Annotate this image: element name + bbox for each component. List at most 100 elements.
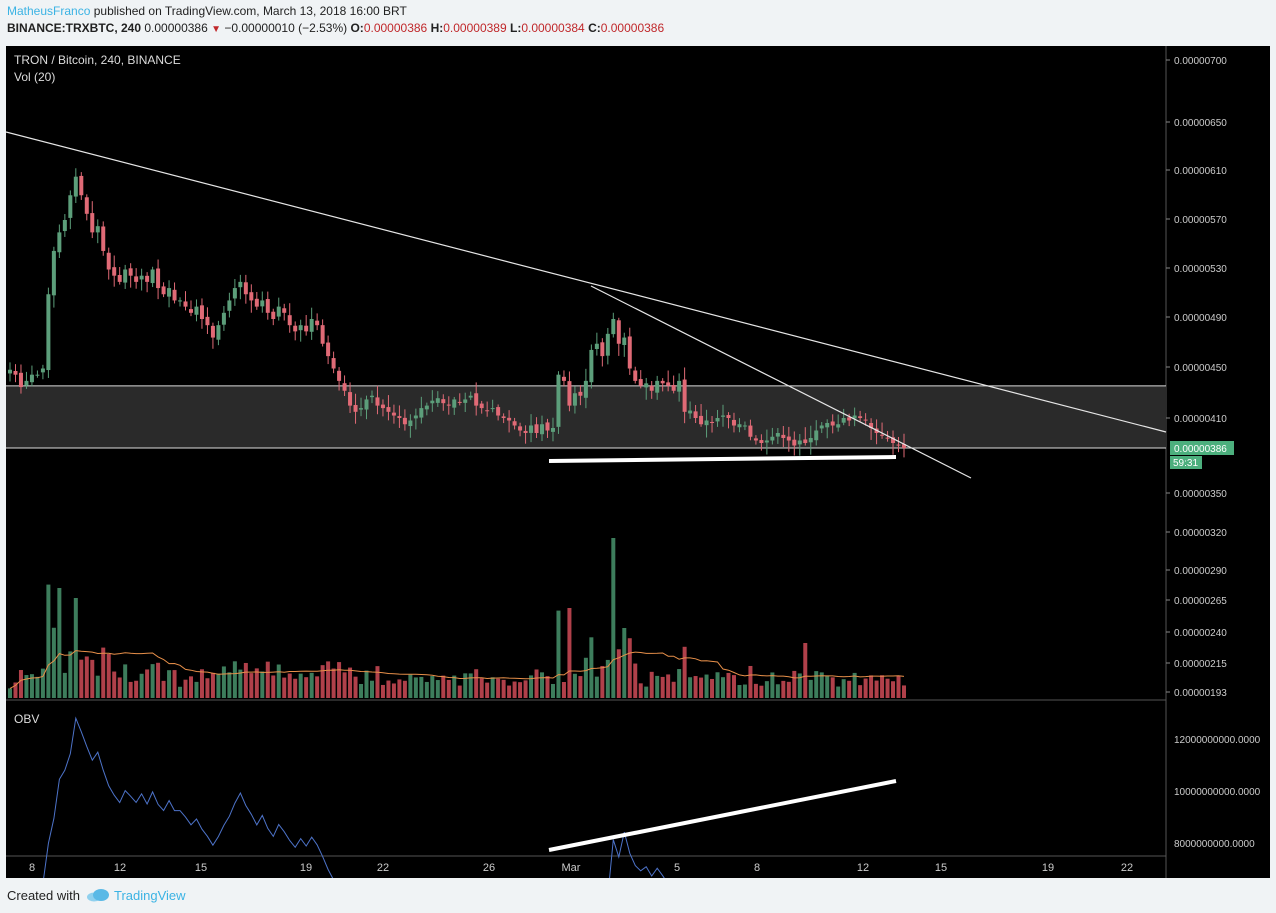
candle-body xyxy=(123,269,128,283)
volume-bar xyxy=(474,669,479,698)
candle-body xyxy=(238,281,243,288)
candle-body xyxy=(90,213,95,233)
price-tick-label: 0.00000490 xyxy=(1174,313,1227,324)
candle-body xyxy=(167,288,172,297)
candle-body xyxy=(271,311,276,319)
candle-body xyxy=(540,424,545,435)
volume-bar xyxy=(633,663,638,698)
volume-bar xyxy=(293,678,298,698)
volume-bar xyxy=(847,680,852,698)
candle-body xyxy=(764,440,769,443)
candle-body xyxy=(825,423,830,428)
candle-body xyxy=(35,374,40,376)
volume-bar xyxy=(770,672,775,698)
time-tick-label: 19 xyxy=(300,862,312,874)
candle-body xyxy=(841,418,846,423)
time-tick-label: Mar xyxy=(562,862,581,874)
candle-body xyxy=(117,274,122,282)
candle-body xyxy=(337,370,342,381)
obv-tick-label: 10000000000.0000 xyxy=(1174,787,1261,798)
candle-body xyxy=(781,434,786,438)
current-price-tag xyxy=(1170,441,1234,455)
candle-body xyxy=(8,369,12,374)
volume-bar xyxy=(457,685,462,698)
price-tick-label: 0.00000215 xyxy=(1174,659,1227,670)
candle-body xyxy=(68,195,73,218)
volume-bar xyxy=(145,669,150,698)
volume-bar xyxy=(836,686,841,698)
volume-bar xyxy=(46,584,51,698)
volume-bar xyxy=(786,681,791,698)
volume-bar xyxy=(534,669,539,698)
chart-canvas[interactable]: 0.00000700 0.00000650 0.00000610 0.00000570… xyxy=(6,46,1270,878)
volume-bar xyxy=(391,683,396,698)
author-link[interactable]: MatheusFranco xyxy=(7,4,91,18)
candle-body xyxy=(106,252,111,270)
volume-bar xyxy=(858,685,863,698)
chart-frame[interactable]: 0.00000700 0.00000650 0.00000610 0.00000570… xyxy=(6,46,1270,878)
volume-bar xyxy=(8,688,12,698)
candle-body xyxy=(452,399,457,408)
volume-bar xyxy=(830,677,835,698)
volume-bar xyxy=(825,675,830,698)
volume-bar xyxy=(556,610,561,698)
candle-body xyxy=(386,407,391,412)
volume-bar xyxy=(402,680,407,698)
candles xyxy=(8,168,906,458)
price-tick-label: 0.00000450 xyxy=(1174,363,1227,374)
volume-bar xyxy=(819,672,824,698)
volume-bar xyxy=(748,665,753,698)
volume-bar xyxy=(561,681,566,698)
volume-bar xyxy=(792,670,797,698)
volume-bar xyxy=(737,685,742,698)
candle-body xyxy=(902,444,906,448)
tradingview-link[interactable]: TradingView xyxy=(86,888,186,903)
candle-body xyxy=(375,397,380,406)
candle-body xyxy=(753,438,758,441)
candle-body xyxy=(649,385,654,391)
volume-bar xyxy=(424,681,429,698)
candle-body xyxy=(342,383,347,391)
candle-body xyxy=(605,333,610,356)
volume-bar xyxy=(671,681,676,698)
footer: Created with TradingView xyxy=(7,886,186,904)
volume-bar xyxy=(243,662,248,698)
volume-bar xyxy=(178,686,183,698)
volume-bar xyxy=(364,670,369,698)
volume-bar xyxy=(578,676,583,698)
candle-body xyxy=(594,343,599,349)
candle-body xyxy=(128,268,133,276)
volume-bar xyxy=(287,673,292,698)
volume-bar xyxy=(408,674,413,698)
volume-bar xyxy=(194,681,199,698)
high-label: H: xyxy=(430,21,444,35)
candle-body xyxy=(699,415,704,425)
open-label: O: xyxy=(350,21,364,35)
volume-bar xyxy=(880,675,885,698)
candle-body xyxy=(468,395,473,398)
support-line xyxy=(548,455,897,463)
current-price-label: 0.00000386 xyxy=(1174,444,1227,455)
time-tick-label: 8 xyxy=(29,862,35,874)
candle-body xyxy=(633,370,638,381)
candle-body xyxy=(501,416,506,418)
volume-bar xyxy=(896,675,901,698)
time-tick-label: 22 xyxy=(1121,862,1133,874)
candle-body xyxy=(786,436,791,441)
volume-bar xyxy=(156,662,161,698)
volume-bar xyxy=(710,678,715,698)
volume-bar xyxy=(797,673,802,698)
volume-bar xyxy=(589,637,594,698)
volume-bar xyxy=(803,643,808,698)
volume-bar xyxy=(688,677,693,698)
candle-body xyxy=(380,404,385,409)
volume-bar xyxy=(490,677,495,698)
candle-body xyxy=(567,381,572,406)
candle-body xyxy=(282,308,287,313)
candle-body xyxy=(435,398,440,403)
candle-body xyxy=(79,175,84,196)
candle-body xyxy=(408,420,413,427)
volume-bar xyxy=(221,666,226,698)
volume-bar xyxy=(68,651,73,698)
candle-body xyxy=(688,410,693,414)
